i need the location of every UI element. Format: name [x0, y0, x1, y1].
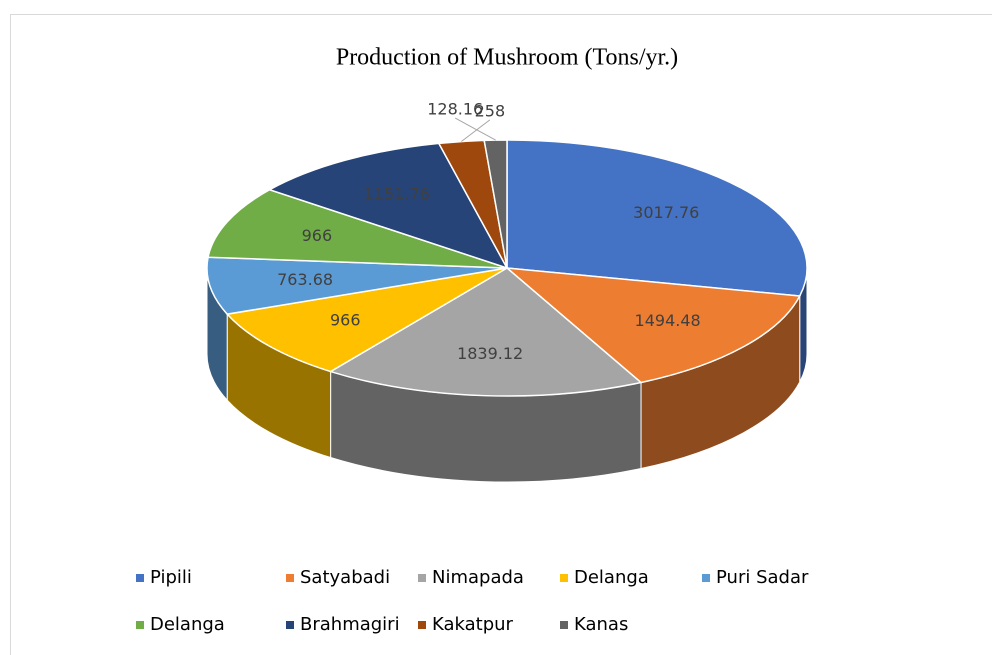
slice: [207, 188, 508, 269]
legend-swatch: [418, 621, 426, 629]
data-label: 966: [330, 311, 361, 330]
legend-label: Delanga: [150, 614, 225, 635]
legend-label: Delanga: [574, 567, 649, 588]
slice: [328, 267, 643, 397]
data-label: 1494.48: [635, 311, 701, 330]
legend-label: Satyabadi: [300, 567, 390, 588]
slice: [504, 267, 801, 384]
slice: [267, 142, 509, 270]
data-label: 1151.76: [364, 184, 430, 203]
legend-label: Puri Sadar: [716, 567, 809, 588]
legend-swatch: [560, 621, 568, 629]
legend-swatch: [702, 574, 710, 582]
slice: [225, 267, 508, 373]
data-label: 128.16: [427, 100, 483, 119]
legend-swatch: [286, 621, 294, 629]
legend-swatch: [560, 574, 568, 582]
leader-line: [454, 117, 496, 141]
data-label: 3017.76: [633, 203, 699, 222]
legend-swatch: [286, 574, 294, 582]
data-label: 763.68: [277, 270, 333, 289]
chart-title: Production of Mushroom (Tons/yr.): [336, 45, 678, 71]
data-label: 258: [475, 101, 506, 120]
legend-label: Kakatpur: [432, 614, 514, 635]
slice: [206, 256, 508, 315]
leader-line: [461, 119, 491, 142]
slice: [506, 139, 808, 297]
legend-swatch: [136, 621, 144, 629]
legend-swatch: [136, 574, 144, 582]
data-label: 1839.12: [457, 344, 523, 363]
legend-swatch: [418, 574, 426, 582]
legend-label: Brahmagiri: [300, 614, 400, 635]
legend-label: Nimapada: [432, 567, 524, 588]
legend-label: Pipili: [150, 567, 192, 588]
legend-label: Kanas: [574, 614, 628, 635]
data-label: 966: [302, 226, 333, 245]
